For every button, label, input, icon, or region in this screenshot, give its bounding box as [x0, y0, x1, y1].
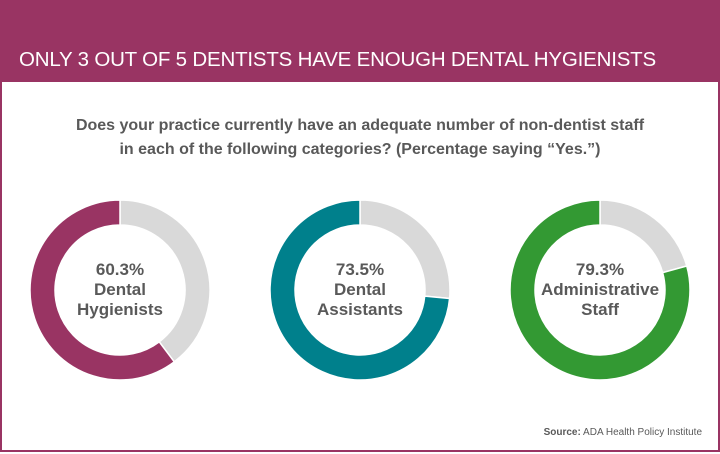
source-text: ADA Health Policy Institute [580, 427, 702, 438]
donut-category-label: Dental [334, 280, 386, 299]
donut-category-label: Dental [94, 280, 146, 299]
donut-value-slice [29, 199, 176, 381]
question-line-2: in each of the following categories? (Pe… [119, 141, 601, 158]
donut-value-slice [509, 199, 691, 381]
donut-category-label: Assistants [317, 300, 403, 319]
source-note: Source: ADA Health Policy Institute [544, 427, 702, 438]
donut-value-label: 79.3% [576, 260, 624, 279]
donut-value-slice [269, 199, 451, 381]
donut-category-label: Staff [581, 300, 619, 319]
donut-value-label: 60.3% [96, 260, 144, 279]
header-banner: ONLY 3 OUT OF 5 DENTISTS HAVE ENOUGH DEN… [0, 0, 720, 82]
donut-value-label: 73.5% [336, 260, 384, 279]
page-title: ONLY 3 OUT OF 5 DENTISTS HAVE ENOUGH DEN… [19, 48, 656, 71]
donut-category-label: Hygienists [77, 300, 163, 319]
chart-question: Does your practice currently have an ade… [0, 114, 720, 162]
donut-category-label: Administrative [541, 280, 659, 299]
question-line-1: Does your practice currently have an ade… [75, 117, 645, 134]
source-label: Source: [543, 427, 581, 438]
